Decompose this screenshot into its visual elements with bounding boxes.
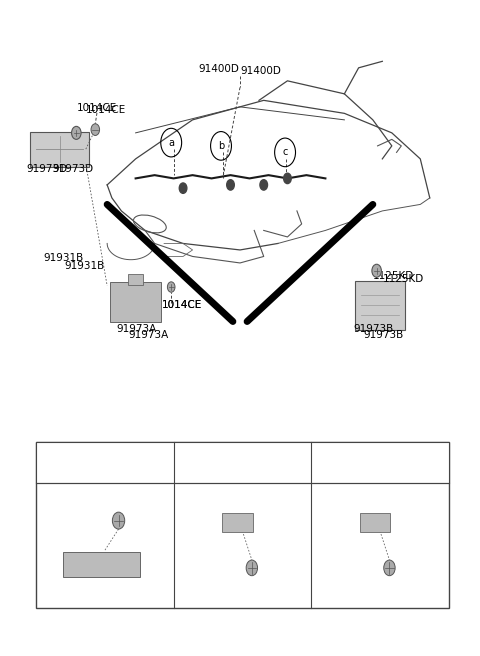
Circle shape — [227, 180, 234, 190]
FancyBboxPatch shape — [360, 514, 390, 532]
FancyBboxPatch shape — [62, 552, 140, 577]
Text: 1014CE: 1014CE — [76, 103, 117, 113]
Text: 1014CE: 1014CE — [86, 105, 126, 115]
Circle shape — [260, 180, 267, 190]
Text: 91973B: 91973B — [363, 329, 404, 340]
Text: 91931B: 91931B — [43, 253, 84, 263]
Text: 1125KD: 1125KD — [373, 271, 414, 281]
Circle shape — [168, 282, 175, 292]
Text: a: a — [168, 138, 174, 148]
Circle shape — [384, 560, 395, 576]
Circle shape — [246, 560, 258, 576]
Text: b: b — [198, 458, 204, 468]
Text: 91973A: 91973A — [117, 324, 157, 335]
Circle shape — [72, 127, 81, 139]
Text: 1014CE: 1014CE — [162, 300, 202, 310]
FancyBboxPatch shape — [110, 282, 161, 322]
Text: 91973D: 91973D — [53, 163, 94, 174]
FancyBboxPatch shape — [222, 514, 253, 532]
Text: 91973A: 91973A — [129, 329, 169, 340]
Text: 91400D: 91400D — [198, 64, 239, 74]
Text: 91234A: 91234A — [230, 584, 264, 593]
Text: 91400D: 91400D — [240, 66, 281, 76]
Text: c: c — [336, 458, 341, 468]
Circle shape — [179, 183, 187, 194]
FancyBboxPatch shape — [128, 274, 143, 285]
Text: 1141AC: 1141AC — [367, 584, 402, 593]
FancyBboxPatch shape — [355, 281, 405, 330]
FancyBboxPatch shape — [36, 442, 449, 483]
Text: 91931D: 91931D — [57, 579, 92, 588]
Text: 91973B: 91973B — [354, 324, 394, 335]
FancyBboxPatch shape — [36, 442, 449, 607]
Text: 1014CE: 1014CE — [38, 505, 73, 514]
Circle shape — [372, 264, 382, 277]
Text: 91931B: 91931B — [64, 261, 105, 271]
Circle shape — [284, 173, 291, 184]
Text: 1125KD: 1125KD — [383, 274, 423, 284]
Text: a: a — [74, 458, 80, 468]
Text: c: c — [282, 148, 288, 157]
Text: 1014CE: 1014CE — [162, 300, 202, 310]
Text: b: b — [218, 141, 224, 151]
Circle shape — [112, 512, 125, 529]
Text: 91973D: 91973D — [26, 163, 68, 174]
Circle shape — [91, 124, 99, 136]
FancyBboxPatch shape — [30, 132, 89, 167]
